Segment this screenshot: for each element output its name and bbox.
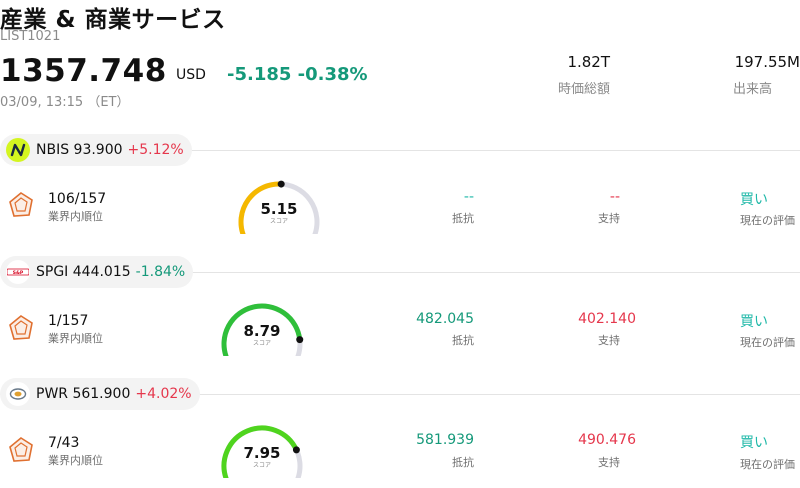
page-title: 産業 & 商業サービス <box>0 7 226 33</box>
resistance-label: 抵抗 <box>452 212 474 225</box>
gauge-marker <box>292 446 300 454</box>
rating-label: 現在の評価 <box>740 336 795 349</box>
stock-ticker: NBIS 93.900 <box>36 142 123 158</box>
stock-change: +4.02% <box>135 386 192 402</box>
timestamp: 03/09, 13:15 （ET） <box>0 95 130 110</box>
score-gauge <box>221 303 304 356</box>
pentagon-rank-icon <box>9 192 33 217</box>
gauge-marker <box>296 336 304 344</box>
nbis-logo <box>6 138 30 162</box>
rating-label: 現在の評価 <box>740 214 795 227</box>
rating-value: 買い <box>740 192 768 208</box>
rank-value: 1/157 <box>48 313 89 329</box>
section-divider <box>0 272 800 273</box>
index-code: LIST1021 <box>0 29 61 44</box>
stock-chip-spgi[interactable]: S&P SPGI 444.015 -1.84% <box>0 256 194 288</box>
stock-ticker: SPGI 444.015 <box>36 264 131 280</box>
rating-value: 買い <box>740 314 768 330</box>
rank-label: 業界内順位 <box>48 210 103 223</box>
resistance-value: 482.045 <box>416 311 474 327</box>
resistance-value: 581.939 <box>416 432 474 448</box>
score-label: スコア <box>252 340 271 347</box>
rank-value: 7/43 <box>48 435 80 451</box>
spgi-logo: S&P <box>6 260 30 284</box>
gauge-fill <box>221 425 299 478</box>
rating-label: 現在の評価 <box>740 458 795 471</box>
stock-ticker: PWR 561.900 <box>36 386 131 402</box>
rating-value: 買い <box>740 435 768 451</box>
support-label: 支持 <box>598 212 620 225</box>
pentagon-rank-icon <box>9 437 33 462</box>
stock-chip-pwr[interactable]: PWR 561.900 +4.02% <box>0 378 200 410</box>
index-price: 1357.748 <box>0 53 167 89</box>
stock-chip-nbis[interactable]: NBIS 93.900 +5.12% <box>0 134 192 166</box>
market-cap-value: 1.82T <box>567 53 610 71</box>
gauge-marker <box>277 180 285 188</box>
support-value: 402.140 <box>578 311 636 327</box>
score-value: 8.79 <box>243 322 281 340</box>
score-value: 7.95 <box>243 444 281 462</box>
score-label: スコア <box>252 462 271 469</box>
support-label: 支持 <box>598 334 620 347</box>
support-label: 支持 <box>598 456 620 469</box>
score-label: スコア <box>269 218 288 225</box>
resistance-value: -- <box>463 189 474 205</box>
rank-value: 106/157 <box>48 191 107 207</box>
score-gauge <box>221 425 303 478</box>
resistance-label: 抵抗 <box>452 456 474 469</box>
stock-change: -1.84% <box>135 264 186 280</box>
gauge-fill <box>221 303 303 356</box>
currency-label: USD <box>176 67 206 83</box>
resistance-label: 抵抗 <box>452 334 474 347</box>
support-value: -- <box>609 189 620 205</box>
index-change: -5.185 -0.38% <box>227 64 368 85</box>
section-divider <box>0 394 800 395</box>
svg-text:S&P: S&P <box>13 270 24 276</box>
stock-change: +5.12% <box>127 142 184 158</box>
support-value: 490.476 <box>578 432 636 448</box>
pwr-logo <box>6 382 30 406</box>
section-divider <box>0 150 800 151</box>
rank-label: 業界内順位 <box>48 454 103 467</box>
gauge-fill <box>238 181 284 234</box>
pentagon-rank-icon <box>9 315 33 340</box>
market-cap-label: 時価総額 <box>557 82 610 97</box>
volume-value: 197.55M <box>734 53 800 71</box>
score-value: 5.15 <box>260 200 298 218</box>
rank-label: 業界内順位 <box>48 332 103 345</box>
volume-label: 出来高 <box>732 82 772 97</box>
score-gauge <box>238 180 320 234</box>
